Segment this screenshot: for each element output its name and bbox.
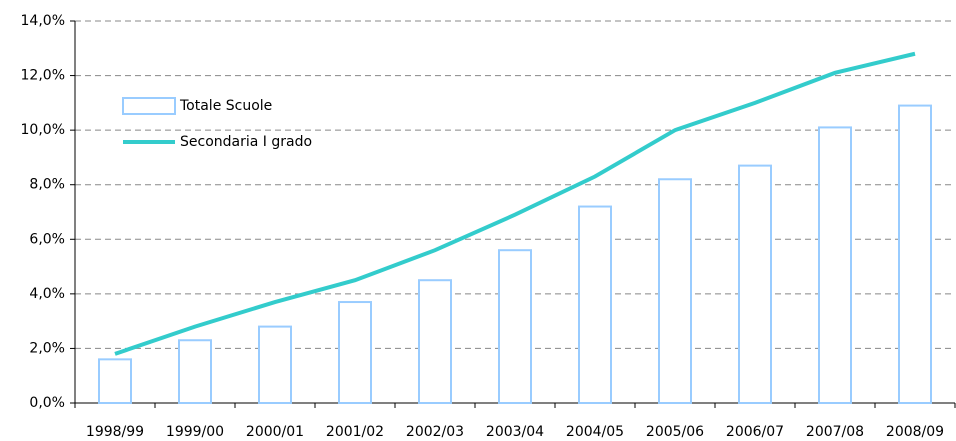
y-tick-label: 2,0% [29,340,65,356]
x-tick-label: 2005/06 [646,424,704,440]
x-tick-label: 2006/07 [726,424,784,440]
x-tick-label: 1999/00 [166,424,224,440]
bar [258,325,292,405]
bar [898,104,932,404]
y-tick-label: 12,0% [21,68,65,84]
x-tick-label: 1998/99 [86,424,144,440]
x-tick-label: 2002/03 [406,424,464,440]
bar [578,205,612,404]
y-tick-label: 0,0% [29,395,65,411]
x-tick-label: 2000/01 [246,424,304,440]
bar [738,164,772,404]
y-tick-label: 4,0% [29,286,65,302]
bar [498,249,532,404]
legend-label: Totale Scuole [179,98,272,114]
y-tick-label: 14,0% [21,13,65,29]
y-tick-label: 8,0% [29,177,65,193]
y-tick-label: 6,0% [29,231,65,247]
bar [658,178,692,404]
x-tick-label: 2008/09 [886,424,944,440]
y-tick-label: 10,0% [21,122,65,138]
legend-swatch [122,97,176,115]
line [114,51,916,356]
bar [418,279,452,405]
bar [98,358,132,405]
x-tick-label: 2007/08 [806,424,864,440]
legend-label: Secondaria I grado [180,134,312,150]
x-tick-label: 2004/05 [566,424,624,440]
bar [338,301,372,404]
bar [818,126,852,405]
x-tick-label: 2001/02 [326,424,384,440]
bar [178,339,212,404]
x-tick-label: 2003/04 [486,424,544,440]
